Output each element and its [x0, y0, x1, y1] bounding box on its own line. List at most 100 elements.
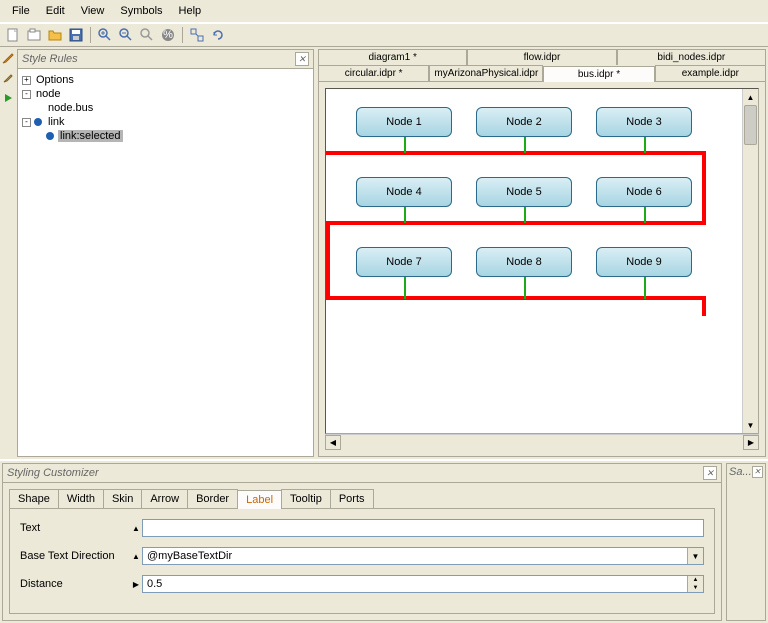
side-title: Sa...	[729, 466, 752, 478]
toolbar: %	[0, 23, 768, 47]
customizer-tab-label[interactable]: Label	[237, 490, 282, 509]
customizer-tab-ports[interactable]: Ports	[330, 489, 374, 508]
menu-help[interactable]: Help	[171, 2, 210, 20]
customizer-tab-tooltip[interactable]: Tooltip	[281, 489, 331, 508]
side-panel: Sa...✕	[726, 463, 766, 621]
close-icon[interactable]: ✕	[752, 466, 763, 478]
btd-input[interactable]	[143, 548, 687, 564]
customizer-tab-arrow[interactable]: Arrow	[141, 489, 188, 508]
tree-expand-icon[interactable]: +	[22, 76, 31, 85]
tree-label: link	[46, 116, 67, 128]
menu-view[interactable]: View	[73, 2, 113, 20]
tree-expand-icon[interactable]: -	[22, 118, 31, 127]
new-project-icon[interactable]	[25, 26, 43, 44]
link-icon	[34, 118, 42, 126]
open-icon[interactable]	[46, 26, 64, 44]
node-link[interactable]	[404, 137, 406, 153]
customizer-tab-width[interactable]: Width	[58, 489, 104, 508]
file-tab[interactable]: circular.idpr *	[318, 65, 429, 81]
refresh-icon[interactable]	[209, 26, 227, 44]
zoom-out-icon[interactable]	[117, 26, 135, 44]
bus-link[interactable]	[326, 151, 706, 155]
bus-link[interactable]	[702, 296, 706, 316]
bus-link[interactable]	[326, 221, 706, 225]
diagram-node[interactable]: Node 3	[596, 107, 692, 137]
menu-file[interactable]: File	[4, 2, 38, 20]
distance-input[interactable]	[143, 576, 687, 592]
play-tool-icon[interactable]	[1, 91, 15, 105]
tree-label: Options	[34, 74, 76, 86]
customizer-tab-skin[interactable]: Skin	[103, 489, 142, 508]
diagram-node[interactable]: Node 8	[476, 247, 572, 277]
zoom-in-icon[interactable]	[96, 26, 114, 44]
node-link[interactable]	[644, 277, 646, 299]
diagram-node[interactable]: Node 9	[596, 247, 692, 277]
tree-label: link:selected	[58, 130, 123, 142]
tree-item[interactable]: +Options	[22, 73, 309, 87]
diagram-node[interactable]: Node 2	[476, 107, 572, 137]
bus-link[interactable]	[326, 296, 706, 300]
diagram-canvas[interactable]: ▲ ▼ Node 1 Node 2 Node 3 Node 4 Node 5 Node 6…	[325, 88, 759, 434]
tree-label: node.bus	[46, 102, 95, 114]
layout-icon[interactable]	[188, 26, 206, 44]
panel-title: Style Rules	[22, 53, 78, 65]
customizer-title: Styling Customizer	[7, 467, 99, 479]
file-tab[interactable]: example.idpr	[655, 65, 766, 81]
expand-icon[interactable]: ▲	[130, 524, 142, 533]
diagram-node[interactable]: Node 4	[356, 177, 452, 207]
close-icon[interactable]: ✕	[295, 52, 309, 66]
diagram-node[interactable]: Node 1	[356, 107, 452, 137]
bus-link[interactable]	[326, 221, 330, 299]
menu-edit[interactable]: Edit	[38, 2, 73, 20]
diagram-node[interactable]: Node 6	[596, 177, 692, 207]
node-link[interactable]	[524, 207, 526, 223]
pencil-tool-icon[interactable]	[1, 51, 15, 65]
tree-item[interactable]: - link	[22, 115, 309, 129]
left-toolbar	[0, 47, 15, 459]
vertical-scrollbar[interactable]: ▲ ▼	[742, 89, 758, 433]
file-tab[interactable]: flow.idpr	[467, 49, 616, 65]
file-tab[interactable]: bus.idpr *	[543, 66, 654, 82]
diagram-node[interactable]: Node 7	[356, 247, 452, 277]
node-link[interactable]	[404, 277, 406, 299]
node-link[interactable]	[524, 137, 526, 153]
percent-icon[interactable]: %	[159, 26, 177, 44]
node-link[interactable]	[644, 137, 646, 153]
zoom-fit-icon[interactable]	[138, 26, 156, 44]
tree-item[interactable]: node.bus	[22, 101, 309, 115]
bus-link[interactable]	[702, 151, 706, 225]
node-link[interactable]	[524, 277, 526, 299]
link-icon	[46, 132, 54, 140]
tree-item[interactable]: -node	[22, 87, 309, 101]
file-tab[interactable]: diagram1 *	[318, 49, 467, 65]
distance-label: Distance	[20, 578, 130, 590]
style-rules-panel: Style Rules ✕ +Options-nodenode.bus-link…	[17, 49, 314, 457]
close-icon[interactable]: ✕	[703, 466, 717, 480]
file-tab[interactable]: myArizonaPhysical.idpr	[429, 65, 543, 81]
spin-down-icon[interactable]: ▼	[687, 584, 703, 592]
canvas-panel: diagram1 *flow.idprbidi_nodes.idpr circu…	[318, 49, 766, 457]
customizer-tab-border[interactable]: Border	[187, 489, 238, 508]
dropdown-icon[interactable]: ▼	[687, 548, 703, 564]
svg-text:%: %	[163, 29, 173, 41]
node-link[interactable]	[404, 207, 406, 223]
new-file-icon[interactable]	[4, 26, 22, 44]
tree-label: node	[34, 88, 62, 100]
horizontal-scrollbar[interactable]: ◀▶	[325, 434, 759, 450]
diagram-node[interactable]: Node 5	[476, 177, 572, 207]
btd-label: Base Text Direction	[20, 550, 130, 562]
save-icon[interactable]	[67, 26, 85, 44]
text-label: Text	[20, 522, 130, 534]
text-input[interactable]	[142, 519, 704, 537]
tree-expand-icon[interactable]: -	[22, 90, 31, 99]
menu-symbols[interactable]: Symbols	[112, 2, 170, 20]
customizer-tab-shape[interactable]: Shape	[9, 489, 59, 508]
node-link[interactable]	[644, 207, 646, 223]
expand-icon[interactable]: ▶	[130, 580, 142, 589]
file-tab[interactable]: bidi_nodes.idpr	[617, 49, 766, 65]
styling-customizer-panel: Styling Customizer ✕ ShapeWidthSkinArrow…	[2, 463, 722, 621]
tree-item[interactable]: link:selected	[22, 129, 309, 143]
spin-up-icon[interactable]: ▲	[687, 576, 703, 584]
brush-tool-icon[interactable]	[1, 71, 15, 85]
expand-icon[interactable]: ▲	[130, 552, 142, 561]
